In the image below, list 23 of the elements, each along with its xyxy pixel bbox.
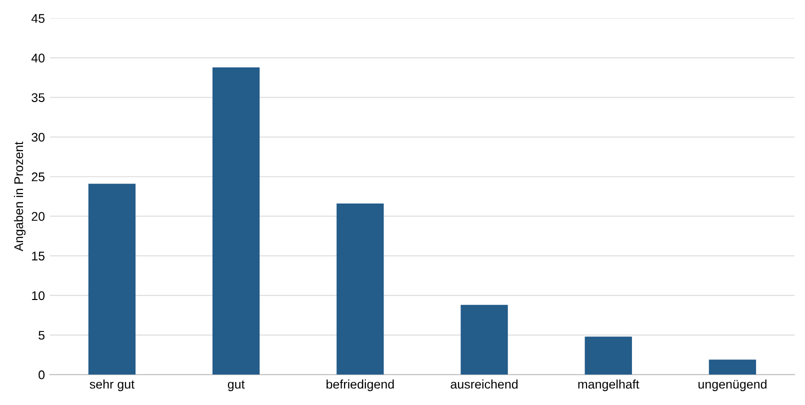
x-tick-label: gut [228,380,245,392]
y-tick-label: 30 [32,132,45,142]
x-tick-label: sehr gut [90,379,134,392]
y-tick-label: 20 [32,212,45,221]
bar [460,304,508,375]
bar [584,336,632,375]
y-tick-label: 0 [38,370,45,380]
x-tick-label: ungenügend [698,379,766,392]
x-tick-label: ausreichend [450,379,518,389]
bar [212,67,260,375]
y-tick-label: 40 [31,54,45,62]
y-tick-label: 45 [31,14,45,23]
bar [708,360,756,375]
bar [336,204,384,375]
y-tick-label: 5 [38,330,45,340]
x-tick-label: befriedigend [326,379,394,392]
y-tick-label: 15 [32,252,45,260]
y-tick-label: 35 [32,93,45,102]
y-tick-label: 10 [32,291,45,300]
bar [88,184,136,375]
y-tick-label: 25 [32,172,45,182]
x-tick-label: mangelhaft [578,379,640,392]
y-axis-title: Angaben in Prozent [14,142,26,252]
